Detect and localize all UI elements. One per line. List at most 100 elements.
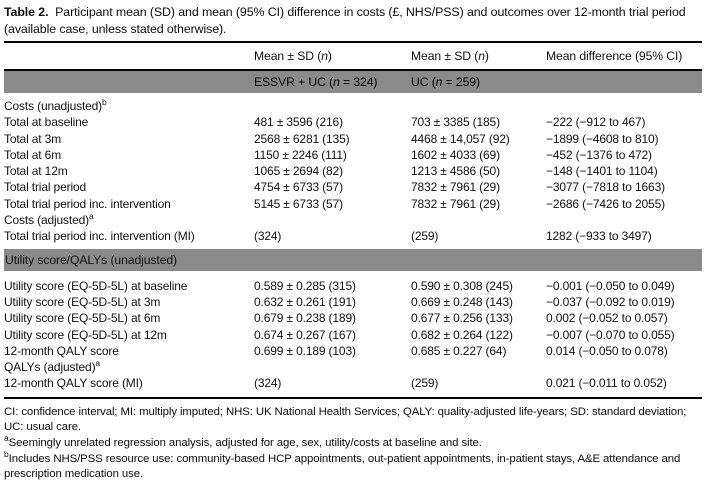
cell-essvr-uc: 0.674 ± 0.267 (167)	[254, 327, 356, 342]
cell-mean-difference: −148 (−1401 to 1104)	[546, 164, 658, 179]
cell-uc: 7832 ± 7961 (29)	[411, 196, 500, 211]
table-row: Total at 3m 2568 ± 6281 (135) 4468 ± 14,05…	[4, 131, 702, 147]
cell-mean-difference: −452 (−1376 to 472)	[546, 147, 652, 162]
section-row: QALYs (adjusted)a	[4, 359, 702, 375]
cell-uc: 0.677 ± 0.256 (133)	[411, 311, 513, 326]
section-band-label: Utility score/QALYs (unadjusted)	[5, 252, 178, 267]
cell-uc: 0.669 ± 0.248 (143)	[411, 294, 513, 309]
cell-mean-difference: −0.007 (−0.070 to 0.055)	[546, 327, 675, 342]
cell-mean-difference: 0.002 (−0.052 to 0.057)	[546, 311, 668, 326]
footnote: CI: confidence interval; MI: multiply im…	[4, 405, 702, 436]
cell-essvr-uc: 1065 ± 2694 (82)	[254, 164, 343, 179]
table-row: 12-month QALY score 0.699 ± 0.189 (103) 0.…	[4, 343, 702, 359]
row-label: Utility score (EQ-5D-5L) at 3m	[4, 294, 161, 309]
table-caption-number: Table 2.	[4, 5, 49, 19]
table-bottom-rule	[4, 396, 702, 399]
cell-mean-difference: −1899 (−4608 to 810)	[546, 131, 659, 146]
cell-essvr-uc: (324)	[254, 229, 282, 244]
row-label: Total trial period inc. intervention	[4, 196, 171, 211]
table-row: Utility score (EQ-5D-5L) at 6m 0.679 ± 0.…	[4, 310, 702, 326]
row-label: Total trial period	[4, 180, 87, 195]
cell-essvr-uc: 5145 ± 6733 (57)	[254, 196, 343, 211]
table-row: Utility score (EQ-5D-5L) at 12m 0.674 ± 0…	[4, 327, 702, 343]
paper-table-page: Table 2. Participant mean (SD) and mean …	[4, 4, 702, 483]
cell-essvr-uc: 0.679 ± 0.238 (189)	[254, 311, 356, 326]
section-row: Costs (adjusted)a	[4, 212, 702, 228]
cell-essvr-uc: 0.632 ± 0.261 (191)	[254, 294, 356, 309]
cell-essvr-uc: 2568 ± 6281 (135)	[254, 131, 350, 146]
cell-uc: 0.682 ± 0.264 (122)	[411, 327, 513, 342]
cell-uc: (259)	[411, 376, 439, 391]
table-row: Utility score (EQ-5D-5L) at 3m 0.632 ± 0.…	[4, 294, 702, 310]
footnote-marker: b	[102, 97, 107, 107]
row-label: Total trial period inc. intervention (MI…	[4, 229, 195, 244]
footnote-marker: a	[95, 358, 100, 369]
cell-mean-difference: 0.014 (−0.050 to 0.078)	[546, 343, 668, 358]
row-label: 12-month QALY score	[4, 343, 119, 358]
cell-essvr-uc: 4754 ± 6733 (57)	[254, 180, 343, 195]
section-row: Costs (unadjusted)b	[4, 98, 702, 114]
table-row: Total trial period inc. intervention (MI…	[4, 228, 702, 244]
row-label: 12-month QALY score (MI)	[4, 376, 143, 391]
group-header-cell-0: ESSVR + UC (n = 324)	[254, 75, 378, 89]
footnote: bIncludes NHS/PSS resource use: communit…	[4, 448, 702, 483]
footnote-text: CI: confidence interval; MI: multiply im…	[4, 405, 687, 434]
cell-essvr-uc: 1150 ± 2246 (111)	[254, 147, 347, 162]
footnote: aSeemingly unrelated regression analysis…	[4, 433, 702, 452]
table-row: Total at 6m 1150 ± 2246 (111) 1602 ± 4033 …	[4, 147, 702, 163]
header-cell-1: Mean ± SD (n)	[411, 49, 489, 63]
cell-mean-difference: −222 (−912 to 467)	[546, 115, 646, 130]
cell-mean-difference: −3077 (−7818 to 1663)	[546, 180, 665, 195]
table-top-rule	[4, 41, 702, 43]
cell-mean-difference: −2686 (−7426 to 2055)	[546, 196, 665, 211]
header-cell-0: Mean ± SD (n)	[254, 49, 332, 63]
footnote-marker: a	[4, 433, 9, 444]
cell-mean-difference: −0.001 (−0.050 to 0.049)	[546, 278, 675, 293]
cell-uc: 1602 ± 4033 (69)	[411, 147, 500, 162]
cell-uc: (259)	[411, 229, 439, 244]
table-caption: Table 2. Participant mean (SD) and mean …	[4, 4, 702, 37]
cell-uc: 4468 ± 14,057 (92)	[411, 131, 510, 146]
row-label: Total at 12m	[4, 164, 68, 179]
header-cell-2: Mean difference (95% CI)	[546, 49, 683, 63]
cell-essvr-uc: (324)	[254, 376, 282, 391]
cell-essvr-uc: 0.699 ± 0.189 (103)	[254, 343, 356, 358]
cell-uc: 0.685 ± 0.227 (64)	[411, 343, 507, 358]
row-label: Utility score (EQ-5D-5L) at 6m	[4, 311, 161, 326]
table-row: 12-month QALY score (MI) (324) (259) 0.021 …	[4, 375, 702, 391]
cell-mean-difference: 0.021 (−0.011 to 0.052)	[546, 376, 667, 391]
section-band-row: Utility score/QALYs (unadjusted)	[4, 248, 702, 271]
cell-uc: 0.590 ± 0.308 (245)	[411, 278, 513, 293]
cell-uc: 7832 ± 7961 (29)	[411, 180, 500, 195]
table-group-header-row: ESSVR + UC (n = 324) UC (n = 259)	[4, 71, 702, 93]
table-row: Utility score (EQ-5D-5L) at baseline 0.58…	[4, 278, 702, 294]
row-label: Total at 6m	[4, 147, 62, 162]
cell-uc: 1213 ± 4586 (50)	[411, 164, 500, 179]
row-label: Utility score (EQ-5D-5L) at 12m	[4, 327, 167, 342]
cell-essvr-uc: 481 ± 3596 (216)	[254, 115, 343, 130]
cell-uc: 703 ± 3385 (185)	[411, 115, 500, 130]
footnote-marker: a	[88, 211, 94, 222]
table-body: Costs (unadjusted)b Total at baseline 481 …	[4, 98, 702, 392]
cell-mean-difference: 1282 (−933 to 3497)	[546, 229, 652, 244]
table-row: Total trial period inc. intervention 5145…	[4, 196, 702, 212]
table-row: Total at 12m 1065 ± 2694 (82) 1213 ± 4586 …	[4, 163, 702, 179]
row-label: Utility score (EQ-5D-5L) at baseline	[4, 278, 188, 293]
row-label: Costs (unadjusted)b	[4, 97, 107, 113]
cell-mean-difference: −0.037 (−0.092 to 0.019)	[546, 294, 675, 309]
row-label: Total at 3m	[4, 131, 62, 146]
table-row: Total trial period 4754 ± 6733 (57) 7832 ±…	[4, 179, 702, 195]
table-footnotes: CI: confidence interval; MI: multiply im…	[4, 405, 702, 483]
row-label: Costs (adjusted)a	[4, 211, 94, 228]
cell-essvr-uc: 0.589 ± 0.285 (315)	[254, 278, 356, 293]
footnote-text: Seemingly unrelated regression analysis,…	[8, 436, 482, 449]
footnote-marker: b	[4, 448, 9, 459]
table-caption-text: Participant mean (SD) and mean (95% CI) …	[4, 5, 686, 36]
row-label: Total at baseline	[4, 115, 89, 130]
row-label: QALYs (adjusted)a	[4, 358, 100, 375]
table-row: Total at baseline 481 ± 3596 (216) 703 ± 3…	[4, 114, 702, 130]
group-header-cell-1: UC (n = 259)	[411, 75, 480, 89]
footnote-text: Includes NHS/PSS resource use: community…	[4, 452, 681, 481]
table-header-row: Mean ± SD (n) Mean ± SD (n) Mean differenc…	[4, 43, 702, 69]
table-header-rule	[4, 69, 702, 71]
